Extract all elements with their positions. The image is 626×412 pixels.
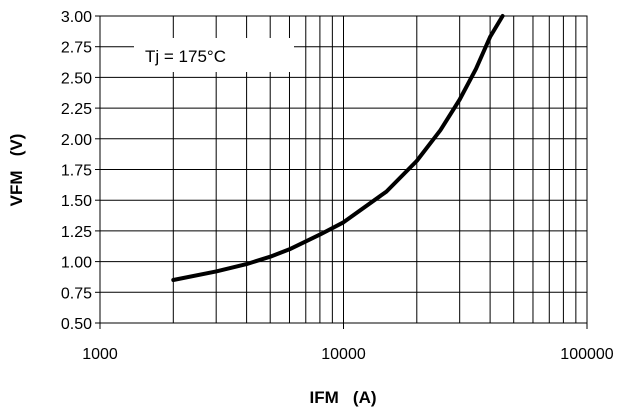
y-tick-label: 2.00	[61, 132, 92, 149]
x-tick-label: 10000	[321, 346, 366, 363]
x-axis-title: IFM (A)	[309, 388, 376, 407]
y-tick-label: 1.25	[61, 224, 92, 241]
y-tick-labels: 0.50 0.75 1.00 1.25 1.50 1.75 2.00 2.25 2.50 2.75…	[61, 9, 92, 333]
x-tick-label: 100000	[560, 346, 613, 363]
series-line	[171, 14, 505, 282]
y-tick-label: 2.25	[61, 101, 92, 118]
x-tick-labels: 1000 10000 100000	[82, 346, 614, 363]
y-tick-label: 3.00	[61, 9, 92, 26]
y-tick-label: 2.50	[61, 70, 92, 87]
y-tick-label: 2.75	[61, 40, 92, 57]
annotation-label: Tj = 175°C	[145, 47, 226, 66]
y-tick-label: 1.50	[61, 193, 92, 210]
tick-marks	[95, 15, 588, 329]
y-axis-title: VFM (V)	[7, 134, 26, 207]
x-tick-label: 1000	[82, 346, 118, 363]
annotation-box	[134, 38, 294, 72]
y-tick-label: 0.75	[61, 285, 92, 302]
y-tick-label: 1.00	[61, 255, 92, 272]
y-tick-label: 1.75	[61, 163, 92, 180]
y-tick-label: 0.50	[61, 316, 92, 333]
